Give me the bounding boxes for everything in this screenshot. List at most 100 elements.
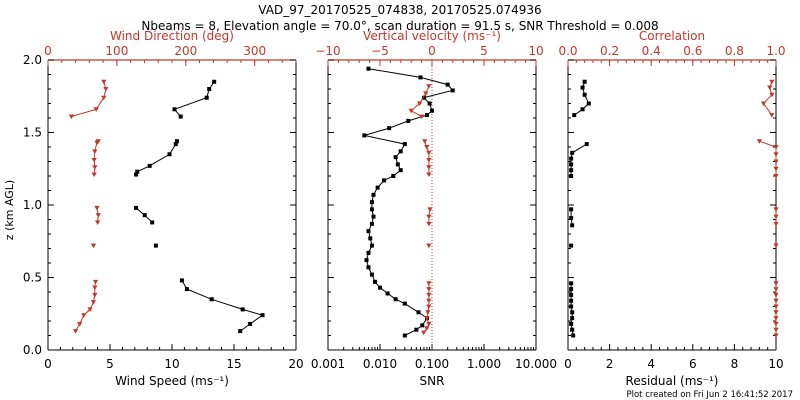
panel-2: 0.001 0.010 0.100 1.000 10.000 SNR −10 −5 0 5 10 Ve… <box>311 29 557 388</box>
series-wind-direction <box>68 79 109 334</box>
data-point <box>773 145 779 150</box>
data-point <box>173 142 178 147</box>
top-axis-label: Correlation <box>639 29 705 43</box>
data-point <box>425 310 431 315</box>
data-point <box>369 207 374 212</box>
data-point <box>450 88 455 93</box>
top-tick-label: −5 <box>371 44 389 58</box>
data-point <box>426 221 432 227</box>
data-point <box>184 287 189 292</box>
top-tick-label: 5 <box>480 44 488 58</box>
x-axis-label: Residual (ms⁻¹) <box>626 374 719 388</box>
data-point <box>773 243 779 249</box>
data-point <box>570 150 575 155</box>
top-axis-label: Vertical velocity (ms⁻¹) <box>363 29 501 43</box>
x-tick-label: 0 <box>564 357 572 371</box>
data-point <box>238 329 243 334</box>
data-point <box>426 172 432 178</box>
data-point <box>569 207 574 212</box>
data-point <box>178 114 183 119</box>
x-tick-label: 0.100 <box>415 357 449 371</box>
x-tick-label: 5 <box>106 357 114 371</box>
data-point <box>378 285 382 290</box>
data-point <box>134 172 139 177</box>
series-vertical-velocity <box>408 84 433 336</box>
data-point <box>569 156 574 161</box>
data-point <box>773 321 779 327</box>
data-point <box>424 326 430 331</box>
data-point <box>769 113 775 118</box>
y-tick-label: 0.5 <box>23 271 42 285</box>
data-point <box>95 139 101 144</box>
data-point <box>260 313 265 318</box>
x-tick-label: 1.000 <box>467 357 501 371</box>
figure-title: VAD_97_20170525_074838, 20170525.074936 <box>258 3 541 17</box>
series-correlation <box>756 79 779 339</box>
data-point <box>68 114 75 120</box>
top-tick-label: 0.2 <box>600 44 619 58</box>
data-point <box>408 108 414 114</box>
x-tick-label: 10.000 <box>515 357 557 371</box>
x-axis-label: Wind Speed (ms⁻¹) <box>115 374 229 388</box>
data-point <box>773 281 779 286</box>
x-tick-label: 6 <box>689 357 697 371</box>
data-point <box>402 333 407 338</box>
x-tick-label: 4 <box>647 357 655 371</box>
data-point <box>248 321 253 326</box>
data-point <box>402 301 407 306</box>
data-point <box>773 304 779 310</box>
data-point <box>92 149 98 154</box>
data-point <box>147 163 152 168</box>
top-tick-label: 200 <box>174 44 197 58</box>
data-point <box>767 85 773 91</box>
x-tick-label: 8 <box>731 357 739 371</box>
top-tick-label: −10 <box>315 44 340 58</box>
data-point <box>420 323 425 328</box>
data-point <box>402 142 407 147</box>
data-point <box>369 243 374 248</box>
data-point <box>375 185 380 190</box>
data-point <box>773 152 779 157</box>
top-tick-label: 0.6 <box>683 44 702 58</box>
data-point <box>179 278 184 283</box>
data-point <box>569 216 574 221</box>
series-snr <box>362 66 455 338</box>
data-point <box>92 165 98 170</box>
data-point <box>424 316 430 321</box>
x-tick-label: 0.010 <box>363 357 397 371</box>
data-point <box>426 150 432 156</box>
data-point <box>91 158 97 163</box>
series-wind-speed <box>134 79 265 334</box>
data-point <box>101 79 107 85</box>
series-line <box>570 283 574 336</box>
top-tick-label: 10 <box>528 44 543 58</box>
data-point <box>570 223 575 228</box>
data-point <box>364 258 369 263</box>
data-point <box>204 95 209 100</box>
data-point <box>571 333 576 338</box>
y-tick-label: 1.5 <box>23 126 42 140</box>
data-point <box>92 279 99 285</box>
data-point <box>426 292 432 298</box>
data-point <box>584 142 589 147</box>
data-point <box>142 213 147 218</box>
data-point <box>372 279 377 284</box>
data-point <box>391 174 396 178</box>
top-tick-label: 0 <box>44 44 52 58</box>
data-point <box>586 101 591 106</box>
data-point <box>240 307 245 312</box>
data-point <box>773 316 779 321</box>
data-point <box>426 165 432 170</box>
data-point <box>153 243 158 248</box>
data-point <box>572 113 577 118</box>
data-point <box>570 327 575 332</box>
data-point <box>430 108 434 113</box>
data-point <box>101 95 107 101</box>
series-residual <box>569 79 591 338</box>
data-point <box>92 292 98 298</box>
data-point <box>569 243 574 248</box>
top-axis-label: Wind Direction (deg) <box>110 29 234 43</box>
